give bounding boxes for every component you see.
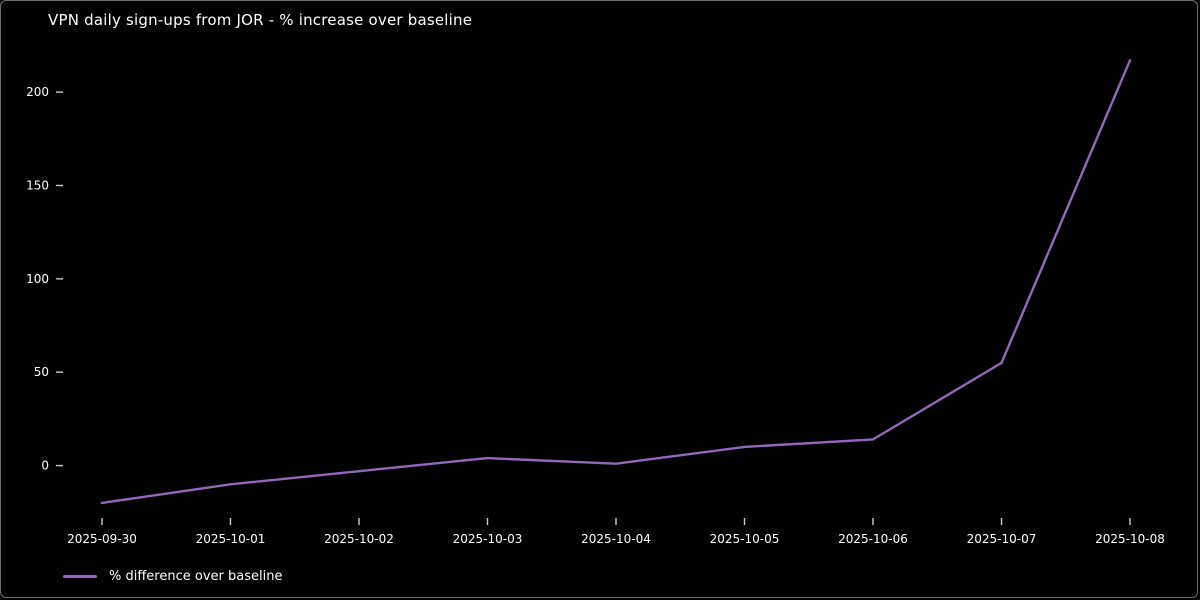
y-tick-label: 200 <box>26 85 49 99</box>
chart-legend: % difference over baseline <box>63 569 282 584</box>
x-tick-label: 2025-10-06 <box>838 532 908 546</box>
x-tick-label: 2025-10-01 <box>196 532 266 546</box>
series-line <box>100 59 1132 505</box>
legend-line-swatch <box>63 575 97 578</box>
x-tick-label: 2025-10-07 <box>967 532 1037 546</box>
x-tick-label: 2025-10-03 <box>453 532 523 546</box>
x-tick-label: 2025-10-05 <box>710 532 780 546</box>
x-tick-label: 2025-10-08 <box>1095 532 1165 546</box>
y-tick-label: 150 <box>26 178 49 192</box>
x-tick-label: 2025-10-02 <box>324 532 394 546</box>
y-tick-label: 100 <box>26 272 49 286</box>
x-tick-label: 2025-10-04 <box>581 532 651 546</box>
y-tick-label: 0 <box>41 459 49 473</box>
x-tick-label: 2025-09-30 <box>67 532 137 546</box>
legend-label: % difference over baseline <box>109 569 283 584</box>
y-tick-label: 50 <box>34 365 49 379</box>
chart-title: VPN daily sign-ups from JOR - % increase… <box>48 11 473 29</box>
